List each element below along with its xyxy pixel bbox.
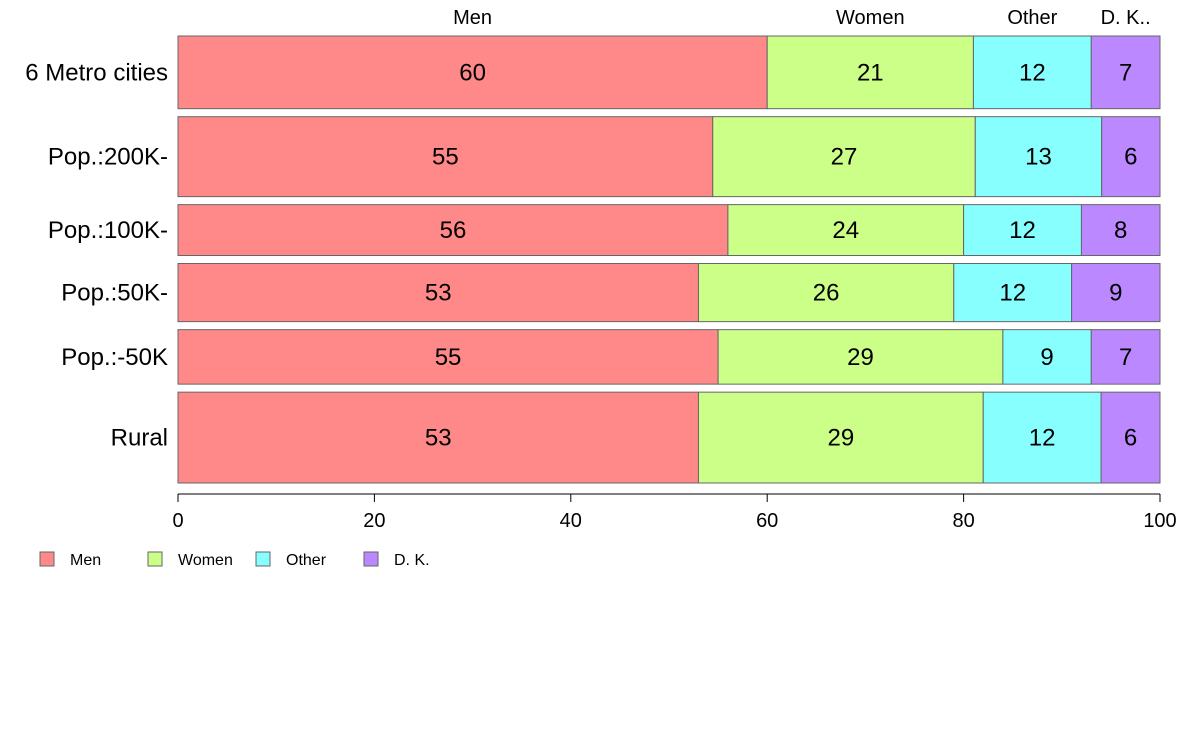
bar-d-k-rural — [1100, 391, 1161, 484]
bar-other-pop-200k — [974, 116, 1103, 198]
x-tick-label-60: 60 — [756, 510, 778, 532]
bar-men-6-metro-cities — [177, 35, 768, 110]
bar-row-pop-100k: 56 24 12 8 — [177, 204, 1161, 256]
bar-men-pop-200k — [177, 116, 714, 198]
legend-swatch-d-k — [363, 551, 379, 567]
bar-row-rural: 53 29 12 6 — [177, 391, 1161, 484]
data-label-women-pop-200k: 27 — [831, 144, 858, 171]
bar-men-pop-50k — [177, 263, 699, 323]
bar-other-6-metro-cities — [972, 35, 1092, 110]
data-label-men-pop-200k: 55 — [432, 144, 459, 171]
data-label-other-pop-50k: 12 — [999, 280, 1026, 307]
data-label-men-rural: 53 — [425, 425, 452, 452]
x-axis: 0 20 40 60 80 100 — [172, 493, 1177, 532]
legend-swatch-men — [39, 551, 55, 567]
data-label-d-k-6-metro-cities: 7 — [1119, 59, 1132, 86]
bar-other-pop-50k — [1002, 329, 1092, 385]
x-tick-label-40: 40 — [560, 510, 582, 532]
legend-swatch-other — [255, 551, 271, 567]
legend-label-women: Women — [178, 552, 233, 569]
data-label-women-pop-100k: 24 — [832, 217, 859, 244]
bar-row-pop-50k: 55 29 9 7 — [177, 329, 1161, 385]
data-label-d-k-rural: 6 — [1124, 425, 1137, 452]
top-label-men: Men — [453, 7, 492, 29]
row-labels: 6 Metro cities Pop.:200K- Pop.:100K- Pop.:5… — [25, 59, 168, 451]
legend-item-other: Other — [255, 551, 327, 569]
legend-item-d-k: D. K. — [363, 551, 430, 569]
data-label-men-pop-50k: 55 — [435, 344, 462, 371]
data-label-women-rural: 29 — [827, 425, 854, 452]
data-label-other-pop-50k: 9 — [1040, 344, 1053, 371]
bar-women-pop-100k — [727, 204, 965, 256]
bar-women-pop-50k — [697, 263, 955, 323]
category-label-pop-200k: Pop.:200K- — [48, 144, 168, 171]
x-tick-label-0: 0 — [172, 510, 183, 532]
data-label-other-pop-100k: 12 — [1009, 217, 1036, 244]
legend-label-d-k: D. K. — [394, 552, 430, 569]
bar-men-pop-100k — [177, 204, 729, 256]
bar-women-rural — [697, 391, 984, 484]
bar-d-k-6-metro-cities — [1090, 35, 1161, 110]
data-label-d-k-pop-50k: 9 — [1109, 280, 1122, 307]
bar-d-k-pop-100k — [1080, 204, 1161, 256]
bar-women-pop-200k — [712, 116, 976, 198]
category-label-pop-50k: Pop.:-50K — [61, 344, 168, 371]
category-label-rural: Rural — [111, 425, 168, 452]
data-label-d-k-pop-100k: 8 — [1114, 217, 1127, 244]
x-tick-label-20: 20 — [363, 510, 385, 532]
legend-swatch-women — [147, 551, 163, 567]
legend: Men Women Other D. K. — [39, 551, 430, 569]
bar-row-pop-50k: 53 26 12 9 — [177, 263, 1161, 323]
data-label-d-k-pop-200k: 6 — [1124, 144, 1137, 171]
data-label-men-6-metro-cities: 60 — [459, 59, 486, 86]
bar-d-k-pop-50k — [1071, 263, 1161, 323]
bar-row-6-metro-cities: 60 21 12 7 — [177, 35, 1161, 110]
data-label-other-6-metro-cities: 12 — [1019, 59, 1046, 86]
data-label-men-pop-50k: 53 — [425, 280, 452, 307]
data-label-women-pop-50k: 29 — [847, 344, 874, 371]
category-label-pop-100k: Pop.:100K- — [48, 217, 168, 244]
data-label-other-pop-200k: 13 — [1025, 144, 1052, 171]
top-label-women: Women — [836, 7, 905, 29]
top-label-other: Other — [1007, 7, 1057, 29]
bar-men-pop-50k — [177, 329, 719, 385]
data-label-men-pop-100k: 56 — [440, 217, 467, 244]
category-label-pop-50k: Pop.:50K- — [61, 280, 168, 307]
legend-item-women: Women — [147, 551, 233, 569]
x-tick-label-100: 100 — [1143, 510, 1176, 532]
bar-other-rural — [982, 391, 1102, 484]
data-label-women-pop-50k: 26 — [813, 280, 840, 307]
top-labels: Men Women Other D. K.. — [453, 7, 1150, 29]
legend-item-men: Men — [39, 551, 101, 569]
bar-d-k-pop-50k — [1090, 329, 1161, 385]
legend-label-men: Men — [70, 552, 101, 569]
legend-label-other: Other — [286, 552, 327, 569]
data-label-d-k-pop-50k: 7 — [1119, 344, 1132, 371]
x-tick-label-80: 80 — [952, 510, 974, 532]
bars: 60 21 12 7 55 27 13 6 56 24 12 8 53 26 12 9 55 29 9 7 53 29 12… — [177, 35, 1161, 484]
bar-women-6-metro-cities — [766, 35, 974, 110]
data-label-women-6-metro-cities: 21 — [857, 59, 884, 86]
bar-women-pop-50k — [717, 329, 1004, 385]
bar-men-rural — [177, 391, 699, 484]
bar-row-pop-200k: 55 27 13 6 — [177, 116, 1161, 198]
top-label-d-k: D. K.. — [1101, 7, 1151, 29]
category-label-6-metro-cities: 6 Metro cities — [25, 59, 168, 86]
data-label-other-rural: 12 — [1029, 425, 1056, 452]
bar-d-k-pop-200k — [1101, 116, 1161, 198]
